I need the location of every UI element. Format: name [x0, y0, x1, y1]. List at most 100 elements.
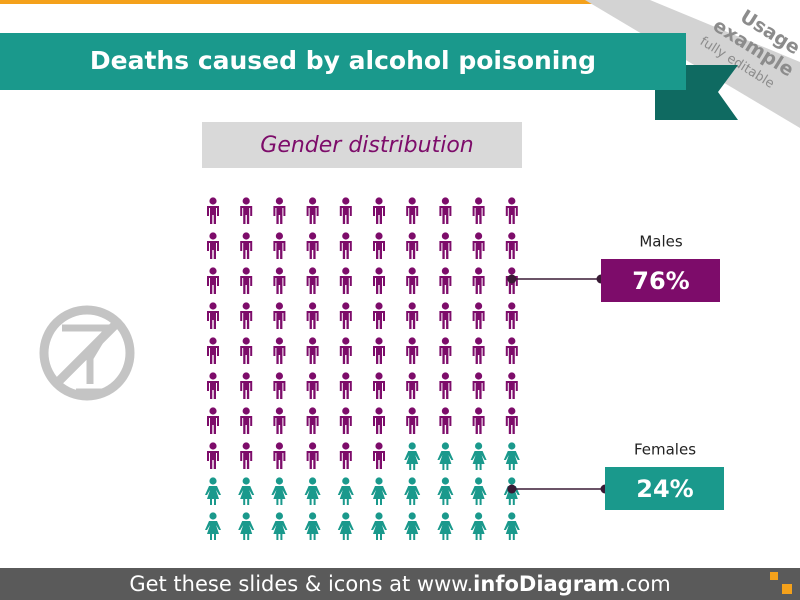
- male-icon: [373, 407, 385, 434]
- male-icon: [373, 302, 385, 329]
- icon-head: [309, 267, 317, 275]
- icon-head: [275, 267, 283, 275]
- icon-head: [242, 197, 250, 205]
- icon-body: [406, 206, 419, 224]
- icon-body: [306, 346, 319, 364]
- icon-head: [275, 337, 283, 345]
- icon-head: [242, 337, 250, 345]
- icon-body: [273, 276, 286, 294]
- icon-body: [373, 416, 385, 434]
- male-icon: [306, 197, 319, 224]
- male-icon: [373, 232, 385, 259]
- male-icon: [472, 232, 485, 259]
- icon-head: [309, 407, 317, 415]
- female-icon: [503, 442, 520, 470]
- icon-body: [404, 486, 421, 505]
- icon-head: [242, 372, 250, 380]
- male-icon: [306, 232, 319, 259]
- icon-head: [209, 407, 217, 415]
- icon-head: [441, 197, 449, 205]
- icon-body: [240, 451, 253, 469]
- icon-body: [240, 241, 253, 259]
- icon-head: [475, 407, 483, 415]
- icon-body: [306, 451, 319, 469]
- icon-head: [375, 337, 383, 345]
- icon-body: [240, 346, 253, 364]
- icon-body: [437, 486, 454, 505]
- icon-head: [375, 232, 383, 240]
- icon-body: [207, 451, 219, 469]
- male-icon: [439, 267, 452, 294]
- icon-head: [441, 337, 449, 345]
- male-icon: [207, 407, 219, 434]
- icon-head: [275, 197, 283, 205]
- male-icon: [439, 197, 452, 224]
- icon-head: [441, 267, 449, 275]
- female-icon: [271, 477, 288, 505]
- icon-body: [339, 311, 352, 329]
- icon-head: [342, 232, 350, 240]
- icon-body: [273, 311, 286, 329]
- male-icon: [373, 197, 385, 224]
- icon-body: [439, 416, 452, 434]
- icon-head: [508, 407, 516, 415]
- subtitle-box: [202, 122, 522, 168]
- icon-head: [209, 267, 217, 275]
- icon-head: [508, 477, 516, 485]
- icon-body: [373, 451, 385, 469]
- icon-head: [508, 267, 516, 275]
- icon-head: [342, 372, 350, 380]
- icon-head: [342, 197, 350, 205]
- icon-head: [342, 337, 350, 345]
- male-icon: [472, 407, 485, 434]
- male-icon: [373, 337, 385, 364]
- icon-head: [242, 512, 250, 520]
- icon-body: [371, 521, 387, 540]
- icon-body: [306, 206, 319, 224]
- icon-body: [304, 521, 321, 540]
- icon-body: [271, 521, 288, 540]
- icon-body: [337, 521, 354, 540]
- male-icon: [439, 232, 452, 259]
- icon-body: [207, 416, 219, 434]
- icon-body: [505, 206, 518, 224]
- icon-head: [275, 302, 283, 310]
- icon-head: [342, 407, 350, 415]
- icon-body: [240, 206, 253, 224]
- male-icon: [439, 372, 452, 399]
- male-icon: [406, 407, 419, 434]
- icon-head: [508, 232, 516, 240]
- male-icon: [339, 407, 352, 434]
- male-icon: [472, 337, 485, 364]
- female-icon: [337, 512, 354, 540]
- male-icon: [472, 302, 485, 329]
- footer-part: .com: [619, 572, 671, 596]
- footer-part: infoDiagram: [473, 572, 619, 596]
- icon-body: [406, 241, 419, 259]
- icon-body: [240, 311, 253, 329]
- icon-head: [408, 337, 416, 345]
- icon-head: [309, 512, 317, 520]
- icon-body: [304, 486, 321, 505]
- icon-body: [439, 346, 452, 364]
- male-icon: [240, 197, 253, 224]
- icon-head: [408, 372, 416, 380]
- icon-body: [273, 346, 286, 364]
- male-icon: [472, 267, 485, 294]
- male-icon: [339, 197, 352, 224]
- female-icon: [205, 477, 221, 505]
- female-icon: [371, 477, 387, 505]
- male-icon: [207, 302, 219, 329]
- icon-body: [406, 311, 419, 329]
- male-icon: [373, 267, 385, 294]
- male-icon: [306, 267, 319, 294]
- chart-subtitle: Gender distribution: [260, 133, 473, 158]
- icon-head: [508, 372, 516, 380]
- icon-head: [508, 302, 516, 310]
- icon-head: [475, 197, 483, 205]
- icon-body: [207, 311, 219, 329]
- icon-head: [475, 442, 483, 450]
- icon-head: [375, 302, 383, 310]
- male-icon: [207, 232, 219, 259]
